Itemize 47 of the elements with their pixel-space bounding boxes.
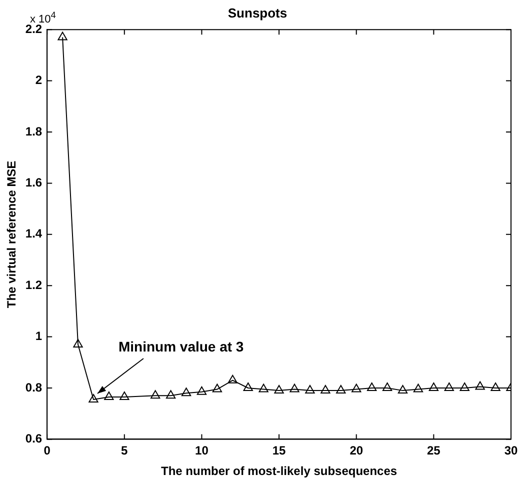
x-tick-label: 30 [504, 444, 518, 458]
point [320, 385, 330, 394]
point [196, 386, 207, 395]
point [258, 384, 268, 392]
point [274, 385, 284, 394]
y-tick-label: 0.8 [25, 380, 42, 394]
point [336, 385, 346, 394]
point [490, 382, 500, 391]
point [444, 382, 454, 391]
x-tick-label: 15 [272, 444, 286, 458]
point [290, 384, 300, 392]
point [243, 382, 253, 391]
point [73, 338, 83, 348]
x-tick-label: 20 [350, 444, 364, 458]
point [150, 390, 160, 399]
y-tick-label: 1.2 [25, 278, 42, 292]
point [398, 385, 408, 394]
x-axis-title: The number of most-likely subsequences [161, 464, 398, 478]
point [228, 374, 238, 384]
y-tick-label: 2 [35, 73, 42, 88]
y-tick-label: 1 [35, 329, 42, 344]
chart-title: Sunspots [228, 5, 288, 20]
point [58, 32, 68, 40]
x-tick-label: 5 [121, 444, 128, 458]
point [413, 384, 424, 392]
point [352, 384, 362, 392]
y-tick-label: 1.4 [25, 226, 42, 241]
y-tick-label: 1.8 [25, 124, 42, 138]
point [366, 382, 377, 391]
y-tick-label: 1.6 [25, 176, 42, 190]
point [181, 388, 192, 396]
point [475, 381, 485, 390]
y-axis-title: The virtual reference MSE [4, 160, 19, 308]
x-tick-label: 0 [44, 444, 51, 458]
x-tick-label: 25 [427, 444, 441, 458]
point [120, 391, 130, 400]
point [305, 385, 315, 394]
point [428, 382, 439, 391]
point [104, 391, 114, 400]
y-tick-label: 0.6 [25, 432, 42, 446]
point [88, 394, 98, 403]
annotation: Mininum value at 3 [118, 338, 244, 354]
point [382, 382, 392, 391]
point [166, 390, 176, 399]
point [460, 382, 470, 391]
point [212, 384, 222, 392]
x-tick-label: 10 [195, 444, 209, 458]
